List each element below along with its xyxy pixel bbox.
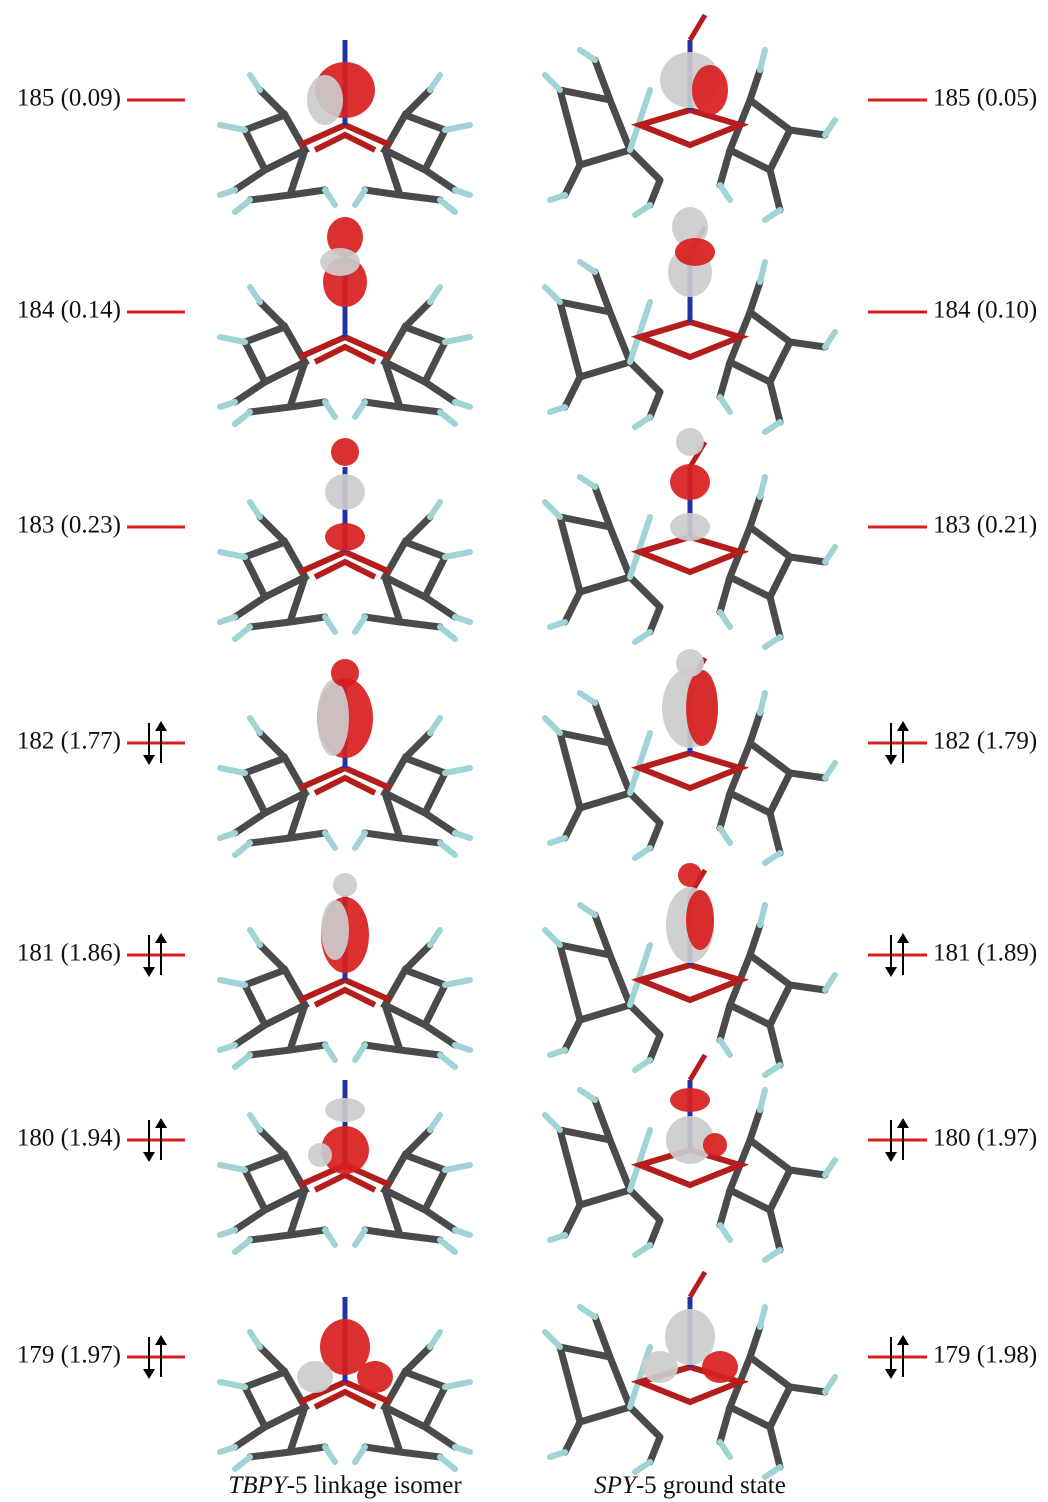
- orbital-lobe: [670, 1088, 710, 1112]
- orbital-label: 183 (0.21): [933, 512, 1037, 539]
- arrow-head: [155, 933, 167, 943]
- orbital-lobe: [325, 474, 365, 510]
- orbital-lobe: [331, 659, 359, 687]
- orbital-lobe: [333, 873, 357, 897]
- orbital-lobe: [692, 65, 728, 115]
- orbital-lobe: [307, 75, 343, 125]
- arrow-head: [897, 1118, 909, 1128]
- orbital-lobe: [670, 464, 710, 500]
- orbital-lobe: [320, 248, 360, 276]
- orbital-label: 185 (0.09): [17, 85, 121, 112]
- orbital-diagram: 185 (0.09) 185 (0.05) 184 (0.14) 184 (0.10)…: [0, 0, 1048, 1502]
- orbital-lobe: [675, 238, 715, 266]
- arrow-head: [897, 933, 909, 943]
- caption: TBPY-5 linkage isomer: [228, 1472, 462, 1499]
- orbital-lobe: [317, 680, 349, 756]
- orbital-lobe: [308, 1143, 332, 1167]
- orbital-label: 184 (0.14): [17, 297, 121, 324]
- molecule-spy: [545, 1272, 835, 1477]
- caption-italic: TBPY: [228, 1472, 289, 1499]
- arrow-head: [897, 1335, 909, 1345]
- arrow-head: [143, 755, 155, 765]
- orbital-label: 180 (1.97): [933, 1125, 1037, 1152]
- orbital-label: 184 (0.10): [933, 297, 1037, 324]
- page: {"left_column": {"orbitals": ["185 (0.09…: [0, 0, 1048, 1502]
- arrow-head: [885, 967, 897, 977]
- arrow-head: [143, 967, 155, 977]
- orbital-label: 185 (0.05): [933, 85, 1037, 112]
- caption: SPY-5 ground state: [594, 1472, 786, 1499]
- orbital-lobe: [331, 438, 359, 466]
- arrow-head: [885, 1152, 897, 1162]
- arrow-head: [897, 721, 909, 731]
- orbital-lobe: [703, 1133, 727, 1157]
- orbital-label: 180 (1.94): [17, 1125, 121, 1152]
- arrow-head: [155, 1335, 167, 1345]
- orbital-lobe: [676, 649, 704, 677]
- orbital-lobe: [642, 1351, 678, 1383]
- arrow-head: [885, 1369, 897, 1379]
- arrow-head: [143, 1152, 155, 1162]
- orbital-lobe: [702, 1351, 738, 1383]
- caption-text: -5 ground state: [636, 1472, 786, 1499]
- orbital-lobe: [670, 513, 710, 541]
- orbital-label: 179 (1.97): [17, 1342, 121, 1369]
- molecule-spy: [545, 15, 835, 220]
- arrow-head: [155, 1118, 167, 1128]
- orbital-lobe: [297, 1361, 333, 1393]
- orbital-label: 182 (1.77): [17, 728, 121, 755]
- arrow-head: [143, 1369, 155, 1379]
- orbital-lobe: [357, 1361, 393, 1393]
- orbital-label: 182 (1.79): [933, 728, 1037, 755]
- orbital-label: 181 (1.86): [17, 940, 121, 967]
- orbital-label: 183 (0.23): [17, 512, 121, 539]
- caption-italic: SPY: [594, 1472, 639, 1499]
- orbital-label: 181 (1.89): [933, 940, 1037, 967]
- orbital-lobe: [686, 890, 714, 950]
- orbital-lobe: [676, 428, 704, 456]
- orbital-lobe: [686, 670, 718, 746]
- arrow-head: [155, 721, 167, 731]
- orbital-lobe: [321, 900, 349, 960]
- caption-text: -5 linkage isomer: [287, 1472, 463, 1499]
- orbital-lobe: [325, 523, 365, 551]
- orbital-lobe: [678, 863, 702, 887]
- arrow-head: [885, 755, 897, 765]
- orbital-lobe: [325, 1098, 365, 1122]
- orbital-label: 179 (1.98): [933, 1342, 1037, 1369]
